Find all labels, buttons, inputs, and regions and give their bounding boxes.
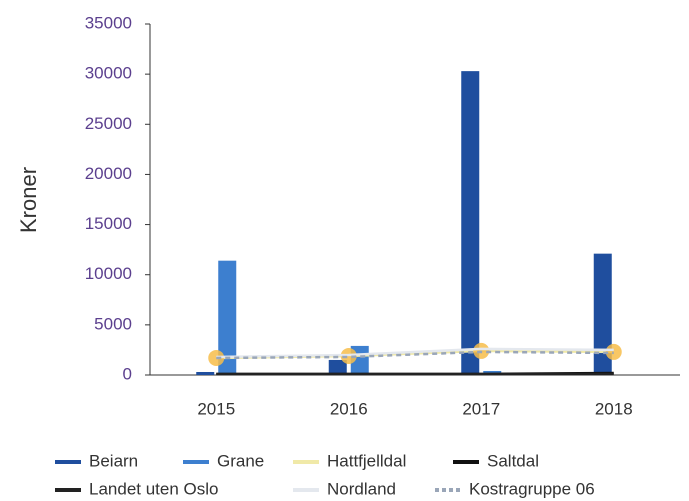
y-tick-label: 10000: [85, 264, 132, 283]
bar: [328, 359, 347, 375]
y-tick-label: 15000: [85, 214, 132, 233]
x-tick-label: 2015: [197, 399, 235, 418]
y-tick-label: 25000: [85, 114, 132, 133]
y-tick-label: 0: [123, 364, 132, 383]
y-tick-label: 35000: [85, 13, 132, 32]
x-tick-label: 2018: [595, 399, 633, 418]
bar: [218, 260, 237, 375]
legend-label: Kostragruppe 06: [469, 479, 595, 498]
bar: [196, 371, 215, 375]
legend-label: Saltdal: [487, 451, 539, 470]
legend-label: Beiarn: [89, 451, 138, 470]
bar: [593, 253, 612, 375]
x-tick-label: 2016: [330, 399, 368, 418]
legend-label: Nordland: [327, 479, 396, 498]
y-tick-label: 5000: [94, 314, 132, 333]
x-tick-label: 2017: [462, 399, 500, 418]
legend-label: Landet uten Oslo: [89, 479, 218, 498]
y-tick-label: 20000: [85, 164, 132, 183]
legend-label: Grane: [217, 451, 264, 470]
line: [216, 347, 614, 359]
bar: [461, 71, 480, 376]
y-axis-label: Kroner: [16, 167, 41, 233]
legend-label: Hattfjelldal: [327, 451, 406, 470]
y-tick-label: 30000: [85, 64, 132, 83]
line: [216, 350, 614, 360]
